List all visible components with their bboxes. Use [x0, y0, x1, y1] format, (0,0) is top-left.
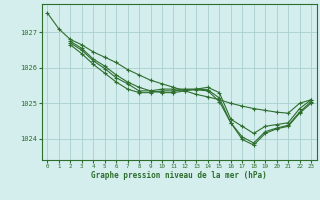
X-axis label: Graphe pression niveau de la mer (hPa): Graphe pression niveau de la mer (hPa)	[91, 171, 267, 180]
